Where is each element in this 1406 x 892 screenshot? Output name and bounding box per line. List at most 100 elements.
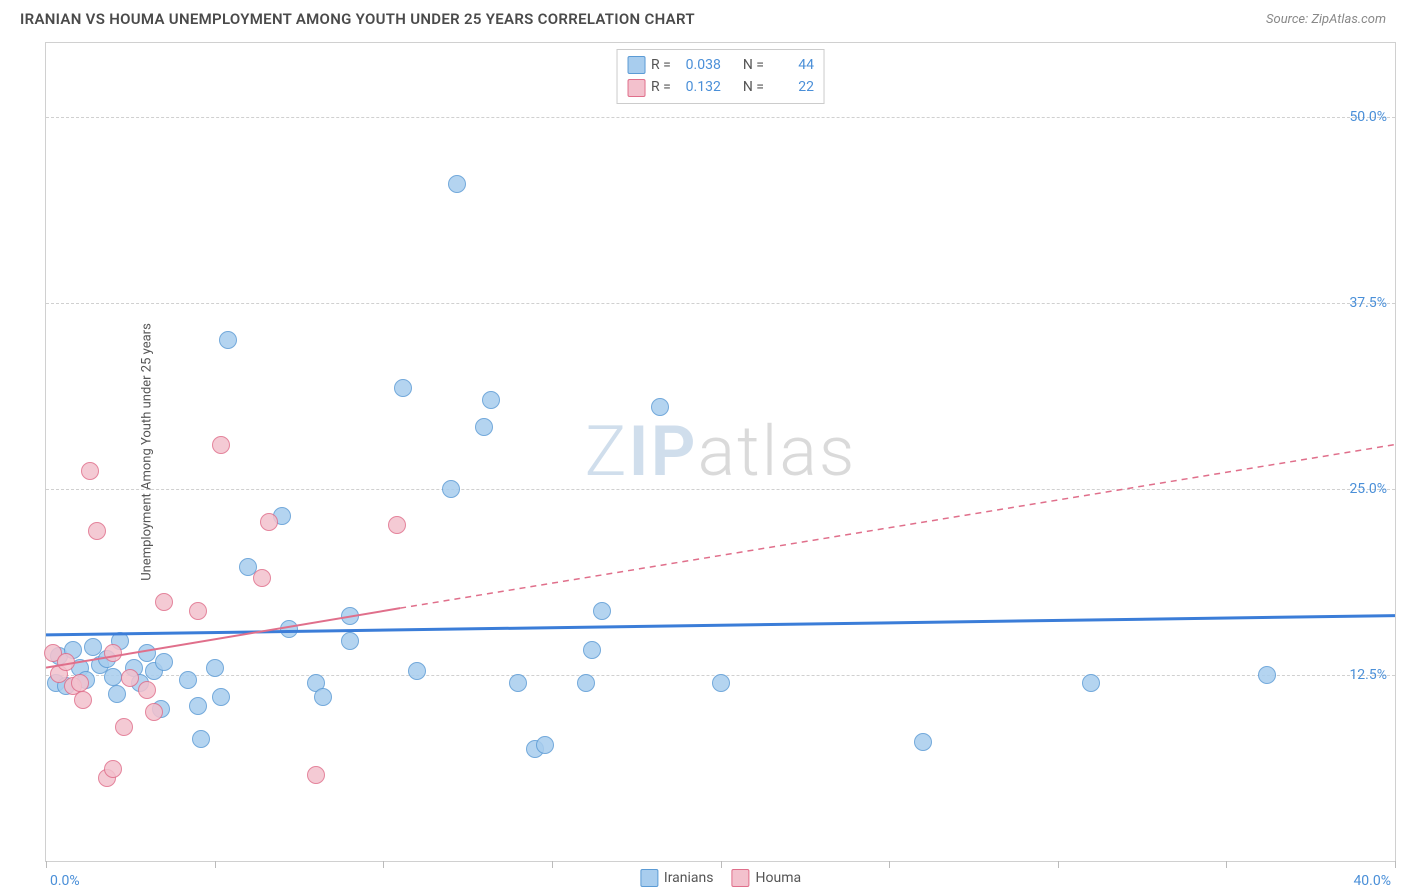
data-point xyxy=(1082,674,1100,692)
data-point xyxy=(155,593,173,611)
data-point xyxy=(179,671,197,689)
chart-container: Unemployment Among Youth under 25 years … xyxy=(45,42,1396,862)
data-point xyxy=(57,653,75,671)
data-point xyxy=(475,418,493,436)
x-tick xyxy=(889,861,890,868)
r-value-houma: 0.132 xyxy=(677,76,721,98)
source-label: Source: xyxy=(1266,12,1308,27)
x-tick xyxy=(1226,861,1227,868)
data-point xyxy=(212,436,230,454)
data-point xyxy=(64,677,82,695)
x-tick xyxy=(721,861,722,868)
data-point xyxy=(91,656,109,674)
data-point xyxy=(212,688,230,706)
data-point xyxy=(152,700,170,718)
data-point xyxy=(307,674,325,692)
data-point xyxy=(47,674,65,692)
data-point xyxy=(189,697,207,715)
data-point xyxy=(593,602,611,620)
x-tick xyxy=(1058,861,1059,868)
data-point xyxy=(239,558,257,576)
data-point xyxy=(77,671,95,689)
data-point xyxy=(84,638,102,656)
data-point xyxy=(57,677,75,695)
x-tick xyxy=(1395,861,1396,868)
data-point xyxy=(712,674,730,692)
swatch-houma xyxy=(627,79,645,97)
gridline xyxy=(46,117,1395,118)
source-name: ZipAtlas.com xyxy=(1311,12,1386,27)
data-point xyxy=(104,644,122,662)
data-point xyxy=(394,379,412,397)
data-point xyxy=(482,391,500,409)
data-point xyxy=(408,662,426,680)
data-point xyxy=(121,669,139,687)
data-point xyxy=(81,462,99,480)
data-point xyxy=(260,513,278,531)
data-point xyxy=(131,674,149,692)
y-tick-label: 12.5% xyxy=(1349,667,1387,683)
n-value-iranians: 44 xyxy=(770,54,814,76)
source-attribution: Source: ZipAtlas.com xyxy=(1266,12,1386,27)
data-point xyxy=(104,760,122,778)
data-point xyxy=(273,507,291,525)
x-tick xyxy=(383,861,384,868)
data-point xyxy=(307,766,325,784)
x-tick xyxy=(215,861,216,868)
data-point xyxy=(71,674,89,692)
chart-title: IRANIAN VS HOUMA UNEMPLOYMENT AMONG YOUT… xyxy=(20,10,695,28)
data-point xyxy=(50,647,68,665)
x-tick xyxy=(46,861,47,868)
data-point xyxy=(98,769,116,787)
r-value-iranians: 0.038 xyxy=(677,54,721,76)
x-tick-40: 40.0% xyxy=(1353,873,1391,889)
gridline xyxy=(46,675,1395,676)
data-point xyxy=(44,644,62,662)
data-point xyxy=(206,659,224,677)
data-point xyxy=(253,569,271,587)
y-tick-label: 50.0% xyxy=(1349,109,1387,125)
data-point xyxy=(526,740,544,758)
swatch-iranians xyxy=(627,56,645,74)
plot-area: 12.5%25.0%37.5%50.0% xyxy=(46,43,1395,861)
data-point xyxy=(71,659,89,677)
data-point xyxy=(125,659,143,677)
data-point xyxy=(64,641,82,659)
data-point xyxy=(341,607,359,625)
data-point xyxy=(104,668,122,686)
data-point xyxy=(280,620,298,638)
x-tick xyxy=(552,861,553,868)
data-point xyxy=(108,685,126,703)
data-point xyxy=(88,522,106,540)
data-point xyxy=(219,331,237,349)
data-point xyxy=(145,662,163,680)
data-point xyxy=(145,703,163,721)
data-point xyxy=(98,650,116,668)
data-point xyxy=(189,602,207,620)
gridline xyxy=(46,303,1395,304)
data-point xyxy=(651,398,669,416)
legend-row-houma: R = 0.132 N = 22 xyxy=(627,76,814,98)
data-point xyxy=(509,674,527,692)
data-point xyxy=(115,718,133,736)
legend-row-iranians: R = 0.038 N = 44 xyxy=(627,54,814,76)
gridline xyxy=(46,489,1395,490)
n-label: N = xyxy=(743,54,764,76)
data-point xyxy=(155,653,173,671)
n-label: N = xyxy=(743,76,764,98)
data-point xyxy=(138,644,156,662)
data-point xyxy=(74,691,92,709)
legend-correlation-box: R = 0.038 N = 44 R = 0.132 N = 22 xyxy=(616,49,825,104)
r-label: R = xyxy=(651,54,671,76)
data-point xyxy=(314,688,332,706)
r-label: R = xyxy=(651,76,671,98)
data-point xyxy=(583,641,601,659)
data-point xyxy=(577,674,595,692)
data-point xyxy=(448,175,466,193)
data-point xyxy=(138,681,156,699)
x-axis-labels: 0.0% 40.0% xyxy=(46,873,1395,889)
y-tick-label: 37.5% xyxy=(1349,295,1387,311)
n-value-houma: 22 xyxy=(770,76,814,98)
data-point xyxy=(50,665,68,683)
data-point xyxy=(192,730,210,748)
